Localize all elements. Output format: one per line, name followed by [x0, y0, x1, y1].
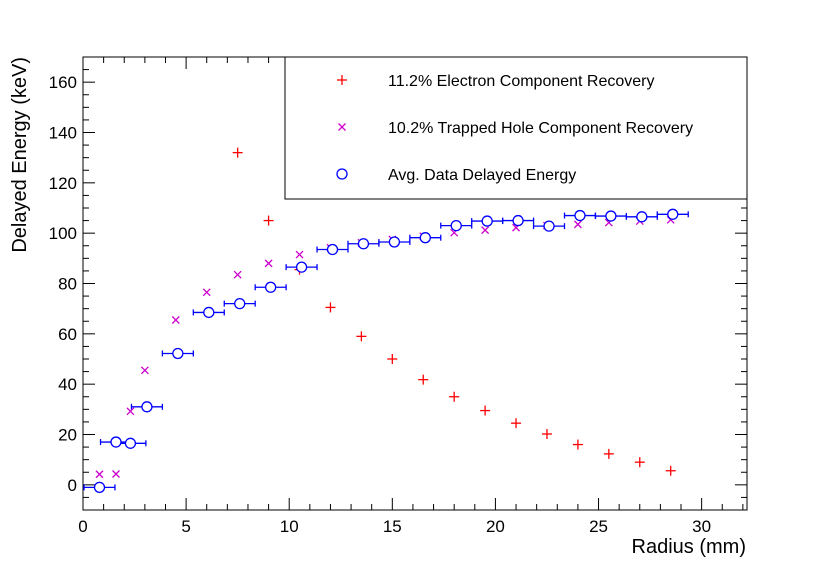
legend-markers — [336, 75, 348, 180]
legend-label-electron: 11.2% Electron Component Recovery — [388, 73, 655, 90]
data-point-marker — [172, 347, 184, 360]
data-point-marker — [141, 401, 153, 413]
x-axis-label: Radius (mm) — [632, 536, 746, 558]
data-point-marker — [110, 436, 122, 448]
electron-point — [634, 457, 645, 468]
data-point-marker — [636, 211, 648, 223]
y-tick-label: 40 — [58, 375, 77, 394]
electron-point — [665, 465, 676, 476]
electron-point — [541, 428, 552, 439]
x-tick-label: 5 — [181, 517, 190, 536]
data-point-marker — [234, 297, 246, 310]
data-point-marker — [543, 220, 555, 232]
y-tick-label: 0 — [68, 476, 77, 495]
electron-point — [263, 215, 274, 226]
electron-point — [356, 331, 367, 342]
data-point-marker — [419, 232, 431, 244]
electron-point — [325, 302, 336, 313]
electron-point — [387, 354, 398, 364]
hole-point-b — [295, 250, 304, 259]
hole-point — [573, 220, 582, 229]
hole-point — [481, 226, 490, 235]
legend-marker-hole-b — [338, 123, 346, 131]
data-point-marker — [450, 219, 462, 232]
hole-point-b — [140, 366, 149, 375]
y-axis-label: Delayed Energy (keV) — [9, 57, 31, 253]
hole-point-b — [112, 470, 120, 478]
series-electron — [232, 147, 676, 476]
hole-point — [264, 259, 273, 268]
hole-point — [295, 250, 304, 259]
y-tick-label: 100 — [49, 224, 77, 243]
electron-point — [480, 405, 491, 416]
legend-box — [284, 56, 748, 200]
data-point-marker — [481, 215, 493, 227]
series-data-markers — [93, 208, 679, 494]
legend-marker-hole — [338, 123, 346, 131]
hole-point-b — [95, 470, 104, 479]
data-point-marker — [326, 243, 339, 256]
x-tick-label: 25 — [589, 517, 608, 536]
data-point-marker — [512, 214, 524, 227]
x-tick-label: 20 — [486, 517, 505, 536]
x-tick-label: 15 — [383, 517, 402, 536]
electron-point — [511, 418, 522, 429]
data-point-marker — [667, 208, 679, 220]
data-point-marker — [93, 481, 106, 494]
y-tick-label: 140 — [49, 124, 77, 143]
data-point-marker — [295, 261, 308, 273]
y-axis: 0 20 40 60 80 100 120 140 160 — [49, 56, 747, 511]
hole-point — [140, 366, 149, 375]
hole-point — [112, 470, 120, 478]
hole-point-b — [264, 259, 273, 268]
hole-point — [202, 288, 211, 297]
electron-point — [603, 448, 614, 459]
hole-point-b — [573, 220, 582, 229]
data-point-marker — [357, 238, 370, 250]
hole-point — [95, 470, 104, 479]
hole-point-b — [202, 288, 211, 297]
hole-point-b — [481, 226, 490, 235]
data-point-marker — [124, 437, 137, 449]
legend-marker-data — [336, 168, 348, 180]
legend-label-data: Avg. Data Delayed Energy — [388, 167, 576, 184]
legend-label-hole: 10.2% Trapped Hole Component Recovery — [388, 120, 693, 137]
hole-point — [233, 270, 242, 279]
electron-point — [449, 391, 460, 402]
electron-point — [232, 147, 243, 158]
x-tick-label: 30 — [692, 517, 711, 536]
y-tick-label: 80 — [58, 275, 77, 294]
series-layer — [83, 147, 689, 494]
electron-point — [572, 439, 583, 450]
hole-point-b — [233, 270, 242, 279]
y-tick-label: 160 — [49, 73, 77, 92]
y-tick-label: 20 — [58, 426, 77, 445]
x-tick-label: 10 — [280, 517, 299, 536]
legend: 11.2% Electron Component Recovery 10.2% … — [284, 56, 748, 200]
data-point-marker — [388, 236, 401, 248]
legend-marker-electron — [337, 75, 347, 85]
y-tick-label: 120 — [49, 174, 77, 193]
electron-point — [418, 374, 429, 385]
hole-point-b — [171, 316, 180, 324]
y-tick-label: 60 — [58, 325, 77, 344]
x-tick-label: 0 — [78, 517, 87, 536]
series-hole — [95, 215, 675, 479]
hole-point-b — [126, 407, 135, 416]
data-point-marker — [605, 210, 617, 222]
hole-point — [126, 407, 135, 416]
hole-point — [171, 316, 180, 324]
data-point-marker — [574, 209, 586, 222]
data-point-marker — [265, 281, 277, 293]
data-point-marker — [203, 306, 215, 319]
